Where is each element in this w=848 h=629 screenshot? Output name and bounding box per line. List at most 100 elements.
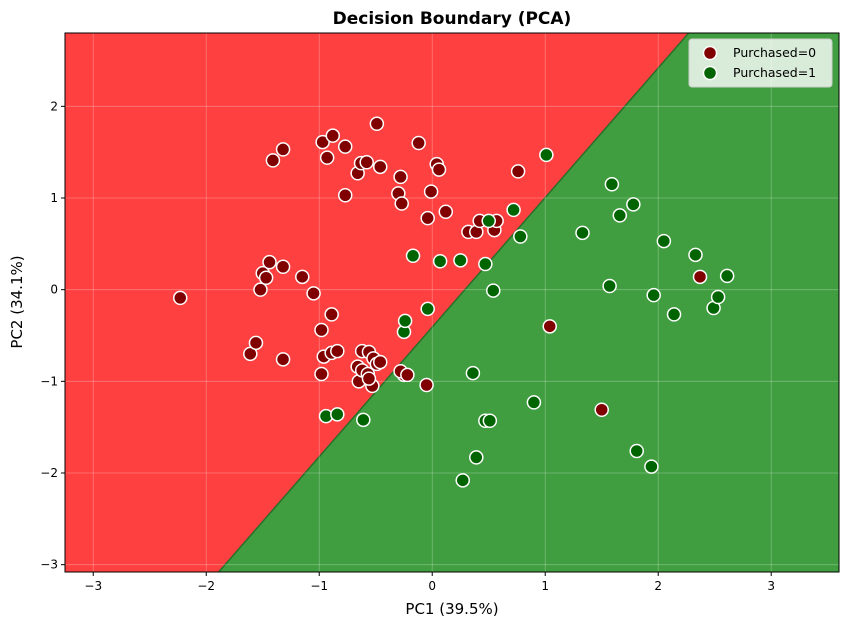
point-purchased-0	[330, 343, 345, 359]
point-purchased-0	[542, 319, 557, 334]
point-purchased-0	[275, 352, 291, 367]
x-tick-label: 3	[767, 579, 775, 593]
point-purchased-0	[314, 322, 329, 338]
point-purchased-0	[337, 139, 353, 154]
point-purchased-1	[465, 365, 481, 381]
point-purchased-0	[431, 162, 447, 177]
point-purchased-0	[359, 155, 374, 170]
legend-label-purchased-0: Purchased=0	[733, 45, 816, 60]
legend-marker-purchased-1	[702, 65, 718, 81]
point-purchased-0	[265, 153, 281, 168]
point-purchased-0	[692, 269, 708, 285]
x-tick-label: 1	[541, 579, 549, 593]
point-purchased-1	[575, 225, 590, 241]
point-purchased-1	[482, 413, 498, 428]
scatter-points	[173, 116, 735, 488]
point-purchased-1	[506, 202, 521, 218]
point-purchased-1	[666, 307, 682, 322]
point-purchased-0	[295, 269, 310, 285]
point-purchased-0	[337, 188, 353, 203]
y-tick-label: 0	[50, 283, 58, 297]
point-purchased-0	[393, 169, 408, 185]
point-purchased-0	[253, 282, 268, 297]
y-tick-label: 1	[50, 191, 58, 205]
point-purchased-0	[325, 128, 341, 143]
point-purchased-1	[612, 208, 628, 223]
point-purchased-1	[469, 450, 484, 465]
point-purchased-1	[397, 313, 413, 329]
point-purchased-1	[485, 283, 501, 298]
point-purchased-0	[420, 210, 435, 226]
legend-label-purchased-1: Purchased=1	[733, 65, 816, 80]
point-purchased-1	[646, 287, 661, 303]
point-purchased-0	[510, 164, 526, 179]
point-purchased-0	[248, 335, 264, 351]
x-tick-label: 2	[654, 579, 662, 593]
point-purchased-0	[258, 270, 274, 285]
point-purchased-1	[330, 407, 345, 422]
point-purchased-0	[275, 142, 291, 157]
legend-marker-purchased-0	[702, 45, 718, 61]
y-tick-label: −1	[40, 374, 58, 388]
point-purchased-1	[455, 473, 470, 488]
point-purchased-1	[405, 248, 421, 263]
point-purchased-0	[400, 367, 415, 383]
point-purchased-0	[411, 135, 426, 151]
decision-boundary-line	[218, 33, 690, 572]
point-purchased-0	[372, 159, 388, 175]
x-tick-label: −2	[197, 579, 215, 593]
point-purchased-1	[602, 278, 617, 294]
y-axis-ticks: −3 −2 −1 0 1 2	[40, 99, 65, 572]
point-purchased-1	[420, 301, 435, 317]
grid-lines	[65, 33, 839, 572]
chart-title: Decision Boundary (PCA)	[333, 9, 572, 29]
point-purchased-1	[710, 289, 726, 305]
point-purchased-0	[319, 150, 335, 165]
x-tick-label: −3	[84, 579, 102, 593]
y-tick-label: −3	[40, 558, 58, 572]
y-tick-label: 2	[50, 99, 58, 113]
x-axis-label: PC1 (39.5%)	[405, 600, 498, 618]
x-axis-ticks: −3 −2 −1 0 1 2 3	[84, 572, 775, 593]
point-purchased-1	[453, 253, 468, 268]
y-tick-label: −2	[40, 466, 58, 480]
point-purchased-1	[513, 229, 528, 244]
x-tick-label: −1	[310, 579, 328, 593]
point-purchased-0	[438, 204, 454, 219]
point-purchased-0	[361, 371, 377, 386]
point-purchased-0	[324, 307, 339, 322]
point-purchased-0	[423, 184, 439, 199]
point-purchased-0	[394, 196, 409, 211]
point-purchased-1	[481, 213, 496, 229]
point-purchased-0	[419, 377, 434, 393]
point-purchased-1	[688, 247, 703, 263]
x-tick-label: 0	[428, 579, 436, 593]
point-purchased-0	[369, 116, 385, 131]
plot-frame	[64, 32, 840, 573]
point-purchased-1	[432, 254, 448, 269]
point-purchased-0	[372, 354, 388, 370]
point-purchased-1	[539, 147, 554, 163]
point-purchased-0	[262, 254, 277, 270]
point-purchased-0	[594, 402, 609, 417]
legend-box	[688, 38, 833, 88]
point-purchased-1	[478, 256, 493, 272]
point-purchased-0	[306, 286, 321, 301]
point-purchased-0	[314, 366, 329, 382]
region-purchased-0	[65, 33, 689, 572]
point-purchased-1	[719, 268, 735, 284]
point-purchased-0	[173, 290, 188, 306]
point-purchased-1	[626, 197, 641, 212]
point-purchased-1	[644, 459, 659, 474]
y-axis-label: PC2 (34.1%)	[8, 255, 26, 348]
region-purchased-1	[218, 33, 839, 572]
point-purchased-0	[275, 259, 291, 274]
point-purchased-0	[315, 134, 330, 150]
point-purchased-1	[526, 395, 542, 410]
point-purchased-1	[656, 233, 672, 249]
point-purchased-1	[356, 412, 371, 428]
point-purchased-1	[604, 177, 620, 192]
legend: Purchased=0 Purchased=1	[688, 38, 833, 88]
point-purchased-1	[629, 443, 644, 459]
